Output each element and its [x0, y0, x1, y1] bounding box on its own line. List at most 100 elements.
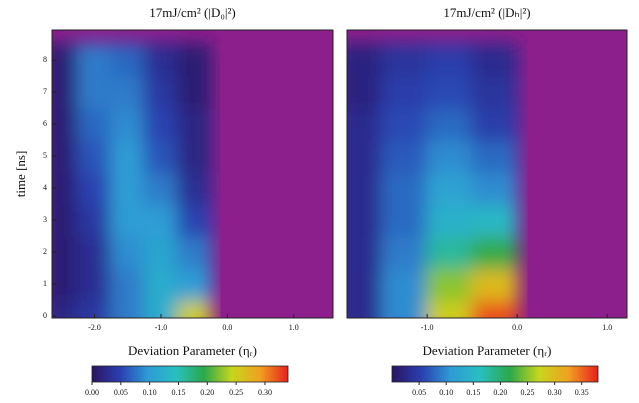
heatmap-cell	[76, 75, 113, 110]
heatmap-cell	[381, 267, 429, 302]
heatmap-cell	[143, 299, 179, 318]
colorbar-tick-label: 0.05	[114, 388, 128, 397]
y-tick-label: 5	[43, 151, 47, 160]
heatmap-cell	[110, 107, 146, 142]
heatmap-cell	[110, 267, 146, 302]
heatmap-cell	[426, 171, 474, 206]
heatmap-cell	[143, 107, 179, 142]
heatmap-cell	[426, 267, 474, 302]
heatmap-cell	[471, 171, 519, 206]
heatmap-cell	[143, 139, 179, 174]
heatmap-cell	[347, 235, 384, 270]
colorbar-tick-label: 0.20	[493, 388, 507, 397]
y-tick-label: 7	[43, 87, 47, 96]
colorbar-tick-label: 0.30	[258, 388, 272, 397]
colorbar-tick-label: 0.15	[171, 388, 185, 397]
x-axis-label: Deviation Parameter (ηᵣ)	[128, 343, 257, 358]
heatmap-cell	[471, 107, 519, 142]
heatmap-cell	[143, 43, 179, 78]
colorbar-tick-label: 0.00	[85, 388, 99, 397]
colorbar-tick-label: 0.20	[200, 388, 214, 397]
colorbar	[391, 365, 599, 383]
heatmap-cell	[381, 171, 429, 206]
heatmap-cell	[52, 299, 79, 318]
heatmap-cell	[76, 235, 113, 270]
x-tick-label: 1.0	[602, 323, 612, 332]
x-axis-label: Deviation Parameter (ηᵣ)	[423, 343, 552, 358]
heatmap-cell	[52, 43, 79, 78]
heatmap-cell	[176, 43, 212, 78]
colorbar-tick-label: 0.10	[439, 388, 453, 397]
heatmap-cell	[110, 75, 146, 110]
heatmap-cell	[52, 139, 79, 174]
y-tick-label: 2	[43, 247, 47, 256]
heatmap-cell	[176, 203, 212, 238]
colorbar-tick-label: 0.05	[412, 388, 426, 397]
heatmap-cell	[426, 299, 474, 318]
heatmap-cell	[426, 107, 474, 142]
x-tick-label: -1.0	[421, 323, 434, 332]
heatmap-cells	[52, 43, 212, 318]
x-tick-label: 0.0	[512, 323, 522, 332]
chart-title: 17mJ/cm² (|Dₕ|²)	[443, 5, 530, 20]
heatmap-cell	[76, 299, 113, 318]
plot-frame	[51, 29, 334, 319]
heatmap-cell	[347, 43, 384, 78]
heatmap-cell	[110, 203, 146, 238]
heatmap-cell	[426, 203, 474, 238]
heatmap-cell	[347, 171, 384, 206]
heatmap-cell	[143, 235, 179, 270]
x-tick-label: 0.0	[222, 323, 232, 332]
heatmap-cell	[52, 235, 79, 270]
heatmap-cell	[381, 107, 429, 142]
x-tick-label: 1.0	[289, 323, 299, 332]
heatmap-cell	[110, 171, 146, 206]
plot-area	[347, 30, 627, 318]
heatmap-cell	[426, 139, 474, 174]
heatmap-cell	[52, 107, 79, 142]
y-tick-label: 8	[43, 55, 47, 64]
heatmap-cell	[347, 107, 384, 142]
heatmap-cell	[176, 107, 212, 142]
heatmap-cell	[471, 299, 519, 318]
heatmap-cells	[347, 43, 519, 318]
heatmap-cell	[381, 203, 429, 238]
y-tick-label: 6	[43, 119, 47, 128]
heatmap-cell	[143, 203, 179, 238]
colorbar-tick-label: 0.30	[548, 388, 562, 397]
x-tick-label: -1.0	[155, 323, 168, 332]
heatmap-cell	[76, 43, 113, 78]
colorbar-tick-label: 0.15	[466, 388, 480, 397]
heatmap-cell	[381, 235, 429, 270]
chart-title: 17mJ/cm² (|D₀|²)	[149, 5, 236, 20]
heatmap-cell	[176, 75, 212, 110]
heatmap-cell	[52, 171, 79, 206]
heatmap-cell	[347, 139, 384, 174]
heatmap-cell	[176, 139, 212, 174]
heatmap-cell	[52, 203, 79, 238]
heatmap-cell	[471, 267, 519, 302]
y-axis-label: time [ns]	[13, 151, 28, 198]
colorbar-tick-label: 0.10	[143, 388, 157, 397]
heatmap-cell	[52, 267, 79, 302]
colorbar-tick-label: 0.25	[521, 388, 535, 397]
heatmap-cell	[110, 299, 146, 318]
heatmap-cell	[347, 75, 384, 110]
heatmap-cell	[347, 203, 384, 238]
heatmap-cell	[76, 203, 113, 238]
x-tick-label: -2.0	[88, 323, 101, 332]
heatmap-cell	[471, 43, 519, 78]
heatmap-cell	[110, 43, 146, 78]
heatmap-cell	[471, 75, 519, 110]
heatmap-cell	[110, 235, 146, 270]
heatmap-cell	[347, 267, 384, 302]
heatmap-cell	[426, 43, 474, 78]
heatmap-cell	[143, 171, 179, 206]
heatmap-cell	[347, 299, 384, 318]
y-tick-label: 4	[43, 183, 47, 192]
heatmap-cell	[76, 107, 113, 142]
heatmap-cell	[381, 43, 429, 78]
heatmap-cell	[471, 235, 519, 270]
